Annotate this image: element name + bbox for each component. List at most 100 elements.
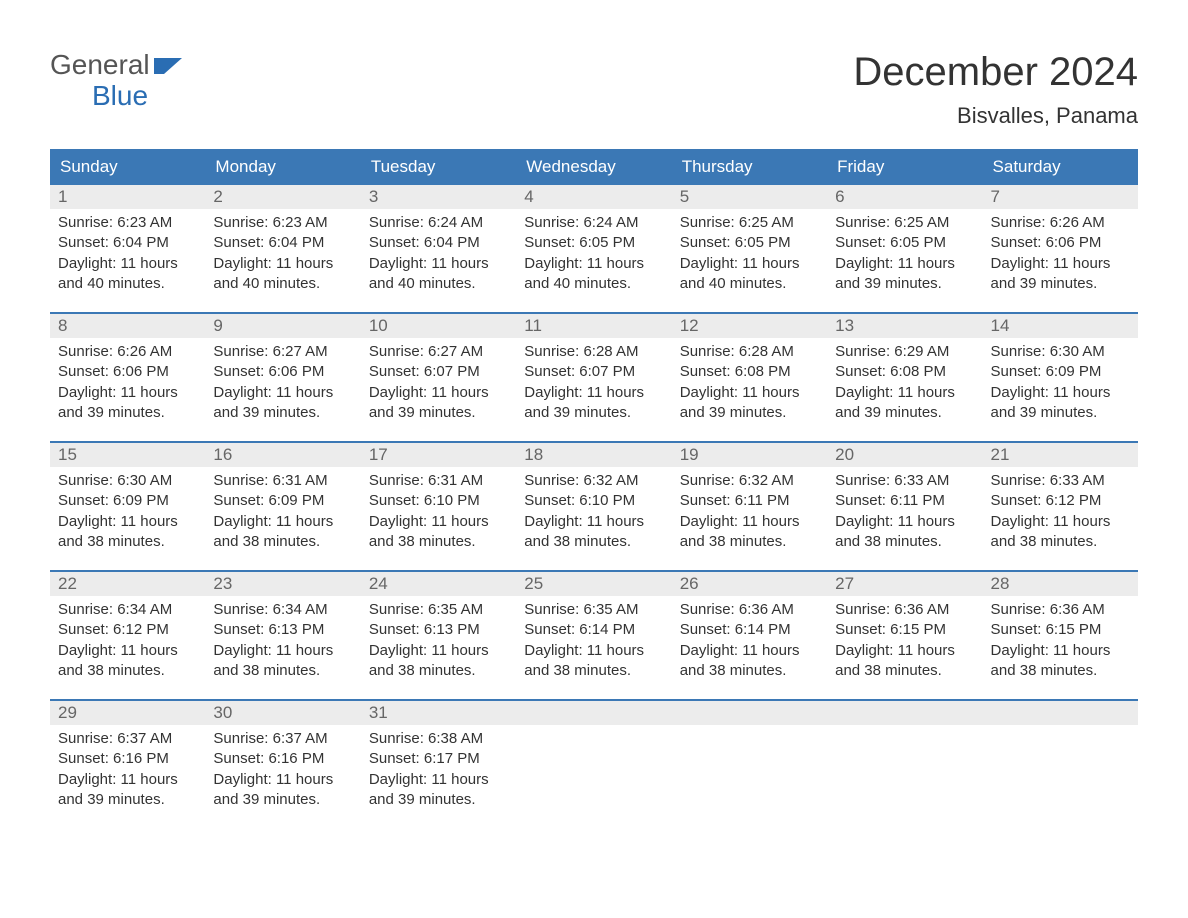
week-row: 8Sunrise: 6:26 AMSunset: 6:06 PMDaylight… [50,312,1138,431]
day-number [672,701,827,725]
day-content: Sunrise: 6:31 AMSunset: 6:09 PMDaylight:… [205,467,360,560]
day-cell: 6Sunrise: 6:25 AMSunset: 6:05 PMDaylight… [827,185,982,302]
daylight-line1: Daylight: 11 hours [524,641,663,661]
day-number: 25 [516,572,671,596]
day-content: Sunrise: 6:31 AMSunset: 6:10 PMDaylight:… [361,467,516,560]
day-content: Sunrise: 6:36 AMSunset: 6:15 PMDaylight:… [827,596,982,689]
day-cell: 19Sunrise: 6:32 AMSunset: 6:11 PMDayligh… [672,443,827,560]
sunset-text: Sunset: 6:14 PM [680,620,819,640]
sunset-text: Sunset: 6:11 PM [680,491,819,511]
daylight-line2: and 38 minutes. [680,661,819,681]
day-number: 1 [50,185,205,209]
day-number: 26 [672,572,827,596]
daylight-line2: and 38 minutes. [524,532,663,552]
sunset-text: Sunset: 6:08 PM [680,362,819,382]
sunrise-text: Sunrise: 6:36 AM [991,600,1130,620]
daylight-line2: and 39 minutes. [213,790,352,810]
sunrise-text: Sunrise: 6:35 AM [524,600,663,620]
day-cell: 21Sunrise: 6:33 AMSunset: 6:12 PMDayligh… [983,443,1138,560]
day-cell: 12Sunrise: 6:28 AMSunset: 6:08 PMDayligh… [672,314,827,431]
daylight-line1: Daylight: 11 hours [524,512,663,532]
sunrise-text: Sunrise: 6:34 AM [58,600,197,620]
day-number: 12 [672,314,827,338]
day-number: 20 [827,443,982,467]
daylight-line2: and 40 minutes. [524,274,663,294]
daylight-line2: and 39 minutes. [213,403,352,423]
day-content: Sunrise: 6:30 AMSunset: 6:09 PMDaylight:… [50,467,205,560]
day-cell: 28Sunrise: 6:36 AMSunset: 6:15 PMDayligh… [983,572,1138,689]
week-row: 1Sunrise: 6:23 AMSunset: 6:04 PMDaylight… [50,185,1138,302]
sunrise-text: Sunrise: 6:24 AM [524,213,663,233]
day-cell [983,701,1138,818]
sunset-text: Sunset: 6:07 PM [524,362,663,382]
daylight-line1: Daylight: 11 hours [58,383,197,403]
sunrise-text: Sunrise: 6:35 AM [369,600,508,620]
daylight-line2: and 38 minutes. [524,661,663,681]
sunrise-text: Sunrise: 6:27 AM [369,342,508,362]
sunset-text: Sunset: 6:09 PM [58,491,197,511]
daylight-line1: Daylight: 11 hours [835,512,974,532]
day-number: 8 [50,314,205,338]
daylight-line1: Daylight: 11 hours [58,770,197,790]
day-number: 31 [361,701,516,725]
day-content: Sunrise: 6:35 AMSunset: 6:13 PMDaylight:… [361,596,516,689]
sunrise-text: Sunrise: 6:26 AM [58,342,197,362]
sunset-text: Sunset: 6:04 PM [369,233,508,253]
daylight-line1: Daylight: 11 hours [680,254,819,274]
daylight-line1: Daylight: 11 hours [680,512,819,532]
day-cell [827,701,982,818]
day-content: Sunrise: 6:27 AMSunset: 6:07 PMDaylight:… [361,338,516,431]
weeks-container: 1Sunrise: 6:23 AMSunset: 6:04 PMDaylight… [50,185,1138,818]
sunrise-text: Sunrise: 6:37 AM [58,729,197,749]
daylight-line1: Daylight: 11 hours [991,383,1130,403]
day-header-wednesday: Wednesday [516,149,671,185]
day-content: Sunrise: 6:23 AMSunset: 6:04 PMDaylight:… [205,209,360,302]
daylight-line2: and 39 minutes. [835,403,974,423]
sunrise-text: Sunrise: 6:32 AM [524,471,663,491]
daylight-line1: Daylight: 11 hours [680,641,819,661]
sunset-text: Sunset: 6:14 PM [524,620,663,640]
day-header-friday: Friday [827,149,982,185]
sunset-text: Sunset: 6:15 PM [991,620,1130,640]
day-content: Sunrise: 6:38 AMSunset: 6:17 PMDaylight:… [361,725,516,818]
daylight-line1: Daylight: 11 hours [991,512,1130,532]
day-cell: 8 Sunrise: 6:26 AMSunset: 6:06 PMDaylight… [50,314,205,431]
daylight-line1: Daylight: 11 hours [213,254,352,274]
sunset-text: Sunset: 6:09 PM [213,491,352,511]
sunset-text: Sunset: 6:13 PM [369,620,508,640]
day-content: Sunrise: 6:23 AMSunset: 6:04 PMDaylight:… [50,209,205,302]
day-cell: 3Sunrise: 6:24 AMSunset: 6:04 PMDaylight… [361,185,516,302]
daylight-line2: and 40 minutes. [680,274,819,294]
sunrise-text: Sunrise: 6:32 AM [680,471,819,491]
daylight-line2: and 40 minutes. [213,274,352,294]
sunset-text: Sunset: 6:07 PM [369,362,508,382]
day-number: 7 [983,185,1138,209]
day-content: Sunrise: 6:24 AMSunset: 6:05 PMDaylight:… [516,209,671,302]
day-content: Sunrise: 6:36 AMSunset: 6:15 PMDaylight:… [983,596,1138,689]
sunset-text: Sunset: 6:04 PM [213,233,352,253]
sunset-text: Sunset: 6:06 PM [58,362,197,382]
day-header-monday: Monday [205,149,360,185]
day-content: Sunrise: 6:28 AMSunset: 6:08 PMDaylight:… [672,338,827,431]
day-content: Sunrise: 6:27 AMSunset: 6:06 PMDaylight:… [205,338,360,431]
day-content: Sunrise: 6:30 AMSunset: 6:09 PMDaylight:… [983,338,1138,431]
day-cell: 18Sunrise: 6:32 AMSunset: 6:10 PMDayligh… [516,443,671,560]
daylight-line2: and 38 minutes. [835,532,974,552]
sunset-text: Sunset: 6:05 PM [835,233,974,253]
daylight-line1: Daylight: 11 hours [524,254,663,274]
calendar: Sunday Monday Tuesday Wednesday Thursday… [50,149,1138,818]
sunrise-text: Sunrise: 6:38 AM [369,729,508,749]
logo-text-blue: Blue [92,81,182,112]
sunset-text: Sunset: 6:10 PM [369,491,508,511]
day-number: 30 [205,701,360,725]
daylight-line1: Daylight: 11 hours [369,770,508,790]
day-number: 4 [516,185,671,209]
sunrise-text: Sunrise: 6:30 AM [58,471,197,491]
day-content: Sunrise: 6:34 AMSunset: 6:13 PMDaylight:… [205,596,360,689]
day-content: Sunrise: 6:34 AMSunset: 6:12 PMDaylight:… [50,596,205,689]
day-cell: 23Sunrise: 6:34 AMSunset: 6:13 PMDayligh… [205,572,360,689]
day-number [827,701,982,725]
day-number: 15 [50,443,205,467]
daylight-line2: and 39 minutes. [991,274,1130,294]
daylight-line2: and 38 minutes. [58,661,197,681]
